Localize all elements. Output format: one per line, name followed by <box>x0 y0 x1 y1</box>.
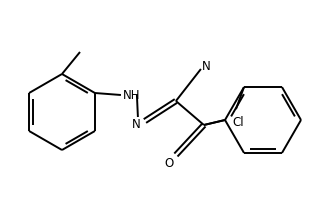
Text: N: N <box>202 60 211 73</box>
Text: N: N <box>132 118 141 131</box>
Text: NH: NH <box>123 89 140 102</box>
Text: O: O <box>164 157 174 170</box>
Text: Cl: Cl <box>232 116 244 129</box>
